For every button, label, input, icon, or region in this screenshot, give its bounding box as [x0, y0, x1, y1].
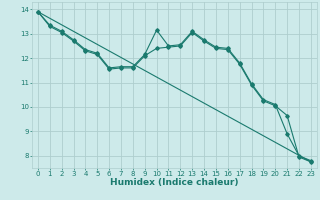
X-axis label: Humidex (Indice chaleur): Humidex (Indice chaleur)	[110, 178, 239, 187]
